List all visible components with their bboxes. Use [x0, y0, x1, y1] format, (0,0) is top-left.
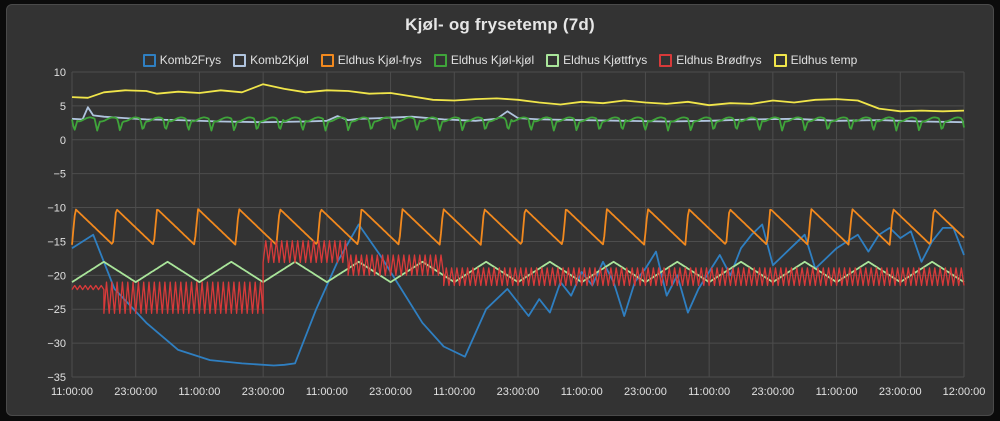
legend-swatch: [773, 53, 787, 67]
y-tick-label: −20: [47, 270, 66, 282]
legend-swatch: [142, 53, 156, 67]
y-tick-label: 0: [60, 135, 66, 147]
y-tick-label: −15: [47, 236, 66, 248]
y-tick-label: −25: [47, 304, 66, 316]
series-line-eldhus-temp: [71, 83, 965, 113]
legend-swatch: [546, 53, 560, 67]
x-tick-label: 23:00:00: [114, 386, 157, 398]
x-tick-label: 11:00:00: [816, 386, 858, 398]
legend-label: Komb2Kjøl: [250, 53, 309, 67]
legend-item-eldhus-kjøl-frys[interactable]: Eldhus Kjøl-frys: [320, 51, 422, 69]
legend-label: Komb2Frys: [159, 53, 222, 67]
y-tick-label: −5: [53, 169, 66, 181]
y-tick-label: 10: [54, 67, 66, 79]
x-tick-label: 11:00:00: [306, 386, 348, 398]
y-tick-label: 5: [60, 101, 66, 113]
chart-panel: Kjøl- og frysetemp (7d) Komb2Frys Komb2Kj…: [6, 4, 994, 416]
legend-item-komb2frys[interactable]: Komb2Frys: [142, 51, 222, 69]
legend-label: Eldhus Kjøl-frys: [337, 53, 422, 67]
legend-swatch: [659, 53, 673, 67]
y-tick-label: −35: [47, 372, 66, 384]
legend-label: Eldhus Kjøttfrys: [563, 53, 648, 67]
legend-item-eldhus-kjøl-kjøl[interactable]: Eldhus Kjøl-kjøl: [433, 51, 535, 69]
legend-swatch: [433, 53, 447, 67]
legend-swatch: [320, 53, 334, 67]
x-tick-label: 23:00:00: [624, 386, 667, 398]
legend-swatch: [233, 53, 247, 67]
x-tick-label: 23:00:00: [497, 386, 540, 398]
x-tick-label: 23:00:00: [242, 386, 285, 398]
series-line-komb2frys: [71, 223, 965, 367]
legend-label: Eldhus temp: [790, 53, 858, 67]
chart-title: Kjøl- og frysetemp (7d): [405, 15, 595, 34]
series-line-eldhus-brødfrys: [71, 240, 965, 314]
series-line-eldhus-kjøl-kjøl: [71, 116, 965, 132]
x-tick-label: 11:00:00: [561, 386, 603, 398]
y-tick-label: −10: [47, 203, 66, 215]
legend-item-eldhus-kjøttfrys[interactable]: Eldhus Kjøttfrys: [546, 51, 647, 69]
x-tick-label: 12:00:00: [943, 386, 986, 398]
legend-label: Eldhus Kjøl-kjøl: [450, 53, 535, 67]
x-tick-label: 11:00:00: [688, 386, 730, 398]
x-tick-label: 23:00:00: [369, 386, 412, 398]
legend-item-eldhus-brødfrys[interactable]: Eldhus Brødfrys: [659, 51, 762, 69]
x-tick-label: 11:00:00: [433, 386, 475, 398]
x-tick-label: 23:00:00: [879, 386, 922, 398]
legend: Komb2Frys Komb2Kjøl Eldhus Kjøl-frys Eldhus…: [7, 51, 993, 69]
legend-label: Eldhus Brødfrys: [676, 53, 762, 67]
legend-item-eldhus-temp[interactable]: Eldhus temp: [773, 51, 858, 69]
x-tick-label: 11:00:00: [51, 386, 93, 398]
series-line-eldhus-kjøl-frys: [71, 208, 965, 246]
x-tick-label: 11:00:00: [178, 386, 220, 398]
y-tick-label: −30: [47, 338, 66, 350]
legend-item-komb2kjøl[interactable]: Komb2Kjøl: [233, 51, 309, 69]
x-tick-label: 23:00:00: [751, 386, 794, 398]
